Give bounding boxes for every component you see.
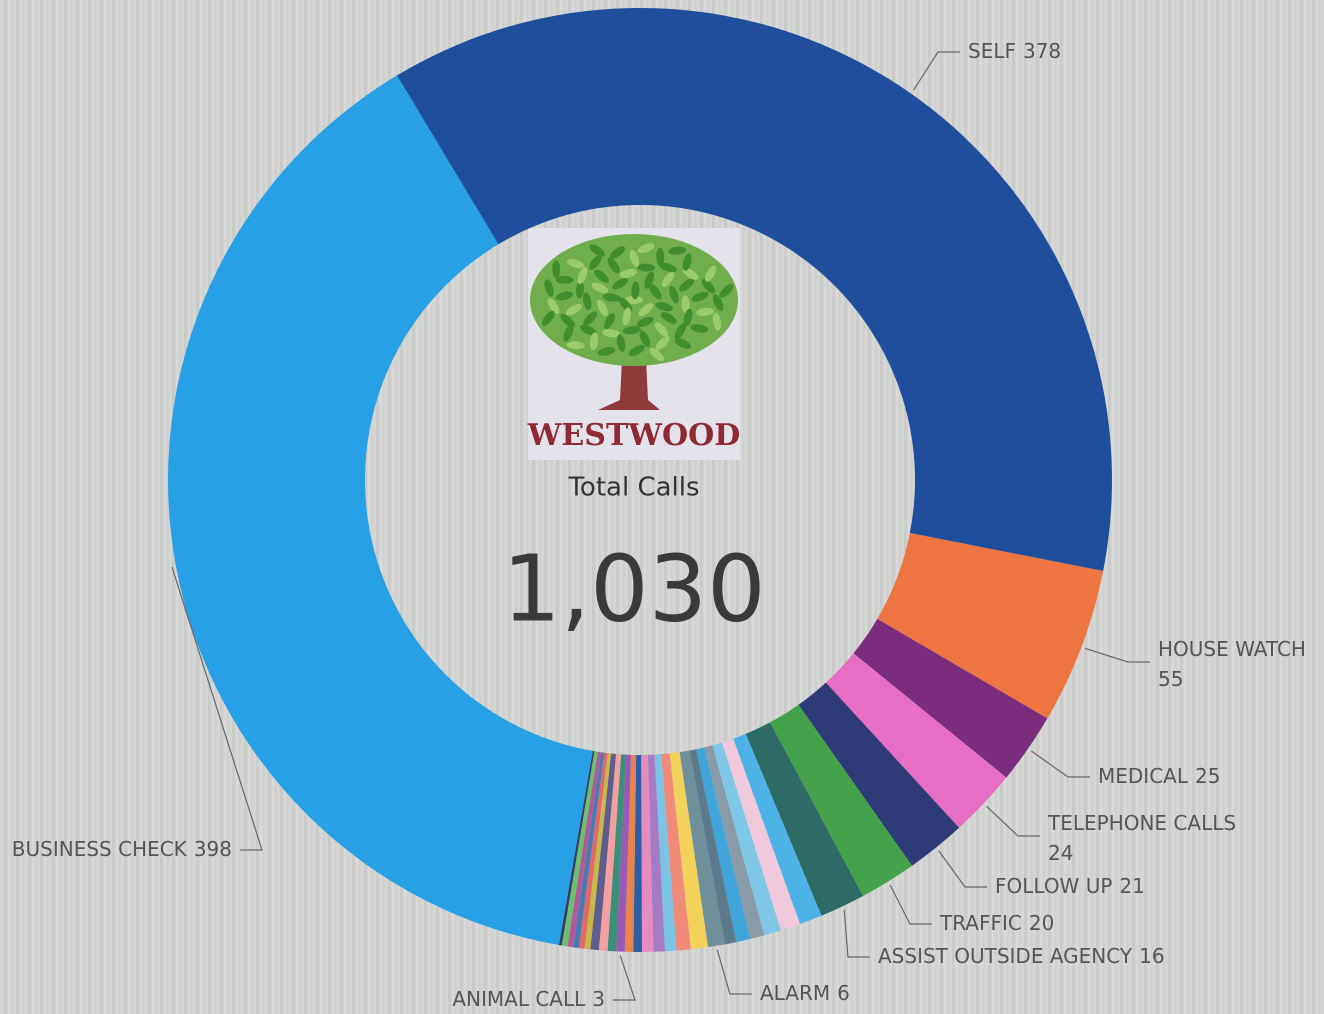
slice-category: HOUSE WATCH [1158,637,1306,661]
slice-label: TELEPHONE CALLS 24 [1047,811,1236,865]
slice-category: TELEPHONE CALLS [1047,811,1236,835]
slice-label: ALARM 6 [760,981,850,1005]
slice-value: 6 [837,981,850,1005]
leader-line [717,950,752,994]
slice-value: 378 [1023,39,1061,63]
slice-value: 25 [1195,764,1220,788]
page: {"chart_data": {"type": "donut", "logo_t… [0,0,1324,1014]
slice-value: 3 [592,987,605,1011]
leader-line [890,885,932,924]
logo: WESTWOOD [527,228,741,460]
slice-value: 55 [1158,667,1183,691]
slice-category: BUSINESS CHECK [12,837,188,861]
leader-line [913,52,960,90]
leader-line [613,956,635,1000]
slice-category: ALARM [760,981,830,1005]
leader-line [939,851,987,887]
leader-line [844,910,870,957]
slice-value: 24 [1048,841,1073,865]
slice-label: ANIMAL CALL3 [452,987,605,1011]
total-value: 1,030 [502,535,765,642]
slice-category: FOLLOW UP [995,874,1112,898]
slice-value: 16 [1139,944,1164,968]
slice-category: TRAFFIC [939,911,1022,935]
slice-label: ASSIST OUTSIDE AGENCY16 [878,944,1165,968]
slice-category: SELF [968,39,1016,63]
slice-value: 20 [1029,911,1054,935]
slice-label: HOUSE WATCH 55 [1158,637,1306,691]
leader-line [987,806,1040,836]
donut-slice [397,8,1112,571]
slice-value: 21 [1119,874,1144,898]
leader-line [1031,751,1090,777]
slice-category: MEDICAL [1098,764,1189,788]
slice-category: ANIMAL CALL [452,987,586,1011]
slice-label: TRAFFIC 20 [939,911,1054,935]
chart: WESTWOOD Total Calls 1,030 SELF 378 HOUSE … [0,0,1324,1014]
leader-line [1085,648,1150,662]
slice-value: 398 [194,837,232,861]
chart-title: Total Calls [567,473,699,503]
slice-category: ASSIST OUTSIDE AGENCY [878,944,1133,968]
slice-label: SELF 378 [968,39,1061,63]
slice-label: FOLLOW UP 21 [995,874,1145,898]
logo-text: WESTWOOD [527,418,741,453]
